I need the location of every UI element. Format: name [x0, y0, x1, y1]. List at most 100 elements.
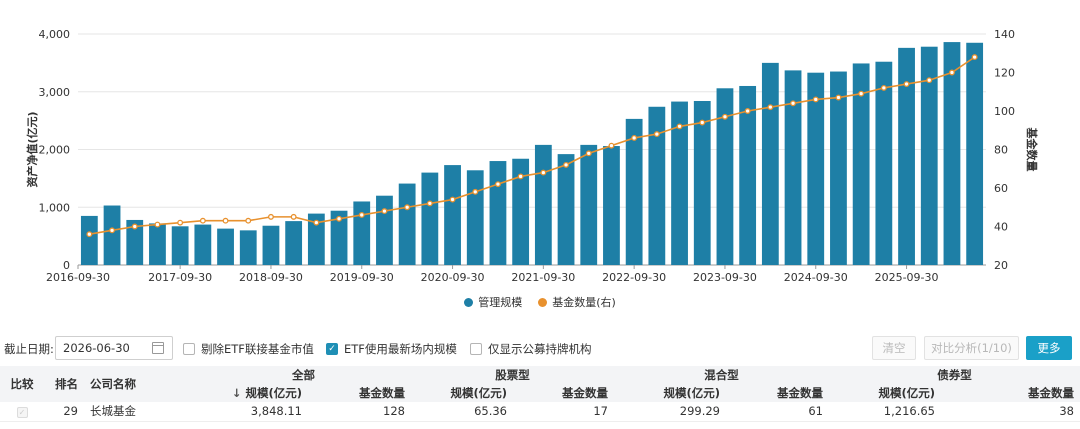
- col-bond-count[interactable]: 基金数量: [941, 384, 1080, 402]
- line-point: [812, 96, 819, 103]
- option-exclude-etf-link[interactable]: 剔除ETF联接基金市值: [183, 336, 314, 362]
- date-label: 截止日期:: [4, 342, 54, 356]
- legend-item-count[interactable]: 基金数量(右): [538, 294, 616, 310]
- filter-toolbar: 截止日期: 2026-06-30 剔除ETF联接基金市值 ✓ ETF使用最新场内…: [0, 336, 1080, 362]
- line-point: [404, 204, 411, 211]
- line-point: [86, 231, 93, 238]
- line-point: [949, 69, 955, 76]
- y-left-tick-label: 3,000: [39, 86, 71, 99]
- col-mixed-count[interactable]: 基金数量: [726, 384, 829, 402]
- stock-count-cell: 17: [513, 402, 614, 422]
- legend-label-count: 基金数量(右): [552, 296, 616, 309]
- bar: [376, 195, 393, 265]
- x-tick-label: 2016-09-30: [46, 271, 110, 284]
- bar: [943, 42, 961, 266]
- more-button[interactable]: 更多: [1026, 336, 1072, 360]
- bar: [194, 224, 212, 265]
- combo-chart-svg: 0 1,000 2,000 3,000 4,000 20 40 60 80 100 120 140 资产…: [25, 28, 1039, 284]
- y-left-tick-label: 4,000: [39, 28, 71, 41]
- bond-scale-cell: 1,216.65: [829, 402, 941, 422]
- option-licensed-only-label: 仅显示公募持牌机构: [488, 342, 592, 356]
- line-point: [177, 219, 184, 226]
- line-point: [290, 213, 297, 220]
- line-point: [381, 208, 388, 215]
- col-rank[interactable]: 排名: [44, 366, 84, 402]
- line-point: [880, 84, 887, 91]
- bar: [126, 219, 144, 265]
- bar: [330, 210, 348, 265]
- bar: [716, 88, 734, 265]
- calendar-icon[interactable]: [152, 342, 164, 354]
- col-all-scale[interactable]: ↓ 规模(亿元): [196, 384, 308, 402]
- line-point: [199, 217, 206, 224]
- col-mixed-scale[interactable]: 规模(亿元): [614, 384, 726, 402]
- x-tick-label: 2022-09-30: [602, 271, 666, 284]
- bar: [444, 165, 461, 265]
- group-all: 全部: [196, 366, 411, 384]
- col-stock-scale[interactable]: 规模(亿元): [411, 384, 513, 402]
- compare-cell[interactable]: ✓: [0, 402, 44, 422]
- x-tick-label: 2018-09-30: [239, 271, 303, 284]
- checkbox-icon[interactable]: [183, 343, 195, 355]
- bar: [217, 228, 234, 265]
- company-name-cell[interactable]: 长城基金: [84, 402, 196, 422]
- line-point: [540, 169, 547, 176]
- date-picker-input[interactable]: 2026-06-30: [55, 336, 173, 360]
- line-point: [154, 221, 161, 228]
- line-point: [268, 213, 274, 220]
- line-point: [608, 142, 615, 149]
- clear-button[interactable]: 清空: [872, 336, 916, 360]
- bar: [898, 47, 915, 265]
- line-point: [358, 211, 365, 218]
- line-point: [472, 188, 479, 195]
- bar: [852, 63, 870, 265]
- bar: [534, 144, 552, 265]
- group-mixed: 混合型: [614, 366, 829, 384]
- x-tick-label: 2019-09-30: [330, 271, 394, 284]
- y-right-tick-label: 120: [994, 67, 1015, 80]
- line-point: [699, 119, 706, 126]
- x-tick-label: 2025-09-30: [875, 271, 939, 284]
- bar: [739, 85, 757, 265]
- line-point: [222, 217, 229, 224]
- count-line: [89, 56, 976, 235]
- legend-item-scale[interactable]: 管理规模: [464, 294, 522, 310]
- col-bond-scale[interactable]: 规模(亿元): [829, 384, 941, 402]
- col-all-count[interactable]: 基金数量: [308, 384, 411, 402]
- checkbox-icon[interactable]: [470, 343, 482, 355]
- bar: [761, 62, 779, 265]
- line-point: [767, 104, 774, 111]
- bar: [398, 183, 416, 265]
- line-point: [313, 219, 320, 226]
- legend-dot-scale: [464, 297, 474, 307]
- stock-scale-cell: 65.36: [411, 402, 513, 422]
- col-stock-count[interactable]: 基金数量: [513, 384, 614, 402]
- option-etf-latest-scale[interactable]: ✓ ETF使用最新场内规模: [326, 336, 457, 362]
- line-point: [653, 131, 660, 138]
- bar: [920, 46, 938, 265]
- option-licensed-only[interactable]: 仅显示公募持牌机构: [470, 336, 592, 362]
- legend-label-scale: 管理规模: [478, 296, 523, 309]
- bar: [353, 201, 371, 265]
- sort-desc-icon[interactable]: ↓: [231, 386, 242, 400]
- y-right-tick-label: 80: [994, 144, 1008, 157]
- bar: [557, 154, 575, 265]
- x-tick-label: 2023-09-30: [693, 271, 757, 284]
- y-left-axis-title: 资产净值(亿元): [25, 111, 39, 187]
- all-count-cell: 128: [308, 402, 411, 422]
- col-all-scale-label: 规模(亿元): [245, 386, 302, 400]
- bar: [489, 161, 507, 265]
- y-right-tick-label: 100: [994, 105, 1015, 118]
- line-point: [971, 54, 978, 61]
- line-point: [676, 123, 683, 130]
- line-point: [131, 223, 138, 230]
- compare-analysis-button[interactable]: 对比分析(1/10): [924, 336, 1019, 360]
- line-point: [426, 200, 433, 207]
- line-point: [858, 90, 865, 97]
- line-point: [903, 81, 910, 87]
- table-row[interactable]: ✓ 29 长城基金 3,848.11 128 65.36 17 299.29 6…: [0, 402, 1080, 422]
- y-right-tick-label: 60: [994, 182, 1008, 195]
- checkbox-checked-icon[interactable]: ✓: [326, 343, 338, 355]
- line-point: [631, 134, 638, 141]
- bar: [262, 225, 280, 265]
